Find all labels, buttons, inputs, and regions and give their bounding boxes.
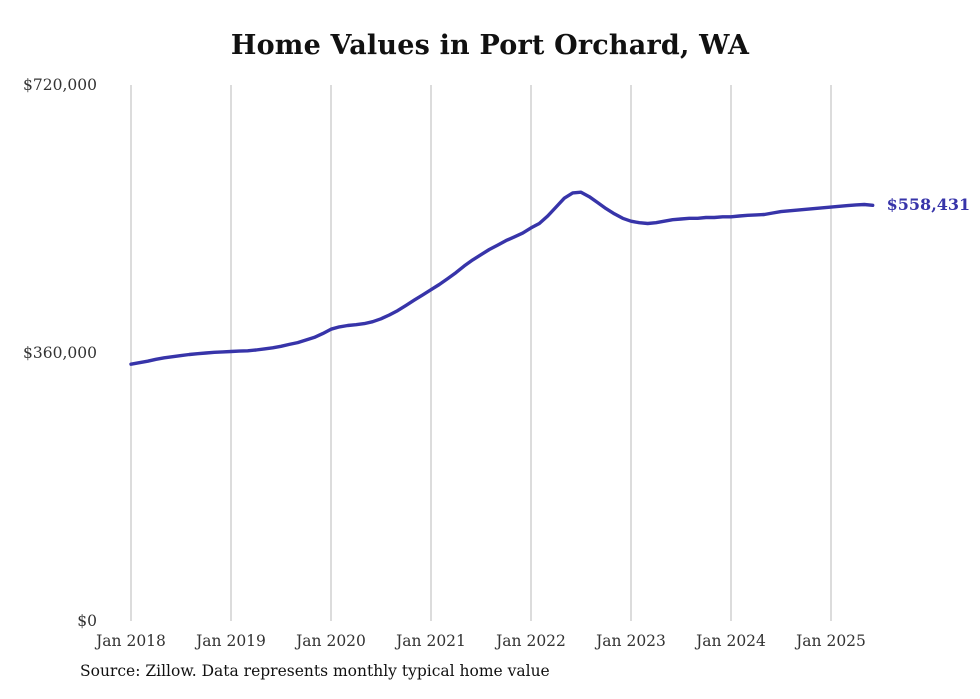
y-tick-label: $720,000	[23, 76, 97, 94]
home-value-series-line	[129, 190, 875, 366]
x-tick-label: Jan 2020	[294, 632, 366, 650]
x-tick-label: Jan 2021	[394, 632, 466, 650]
source-note: Source: Zillow. Data represents monthly …	[80, 662, 550, 680]
x-tick-label: Jan 2023	[594, 632, 666, 650]
x-tick-label: Jan 2018	[94, 632, 166, 650]
x-tick-label: Jan 2022	[494, 632, 566, 650]
x-tick-label: Jan 2025	[794, 632, 866, 650]
end-value-label: $558,431	[886, 195, 971, 215]
x-tick-label: Jan 2024	[694, 632, 766, 650]
chart-title: Home Values in Port Orchard, WA	[230, 30, 750, 61]
y-tick-label: $360,000	[23, 344, 97, 362]
y-tick-label: $0	[77, 612, 97, 630]
x-tick-label: Jan 2019	[194, 632, 266, 650]
